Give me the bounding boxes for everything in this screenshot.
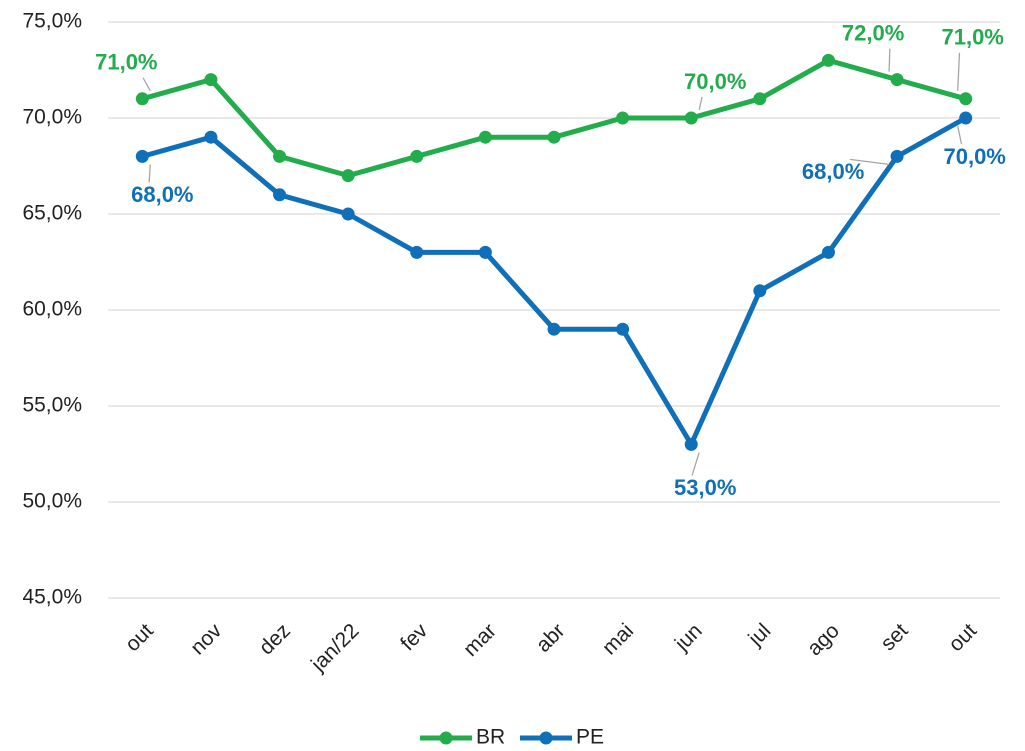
x-tick-label: ago: [803, 619, 844, 660]
x-tick-label: jun: [670, 619, 707, 656]
y-tick-label: 60,0%: [22, 298, 82, 321]
marker: [684, 111, 698, 125]
marker: [135, 92, 149, 106]
marker: [547, 322, 561, 336]
y-tick-label: 50,0%: [22, 490, 82, 513]
marker: [616, 322, 630, 336]
data-label: 68,0%: [131, 182, 193, 207]
marker: [890, 149, 904, 163]
legend-label: PE: [576, 726, 604, 749]
leader-line: [957, 52, 961, 91]
marker: [753, 284, 767, 298]
data-label: 70,0%: [943, 144, 1005, 169]
data-label: 72,0%: [842, 20, 904, 45]
marker: [684, 437, 698, 451]
legend-marker: [539, 731, 553, 745]
marker: [890, 73, 904, 87]
y-tick-label: 70,0%: [22, 106, 82, 129]
marker: [273, 149, 287, 163]
legend-marker: [439, 731, 453, 745]
leader-line: [698, 96, 703, 111]
data-label: 68,0%: [802, 159, 864, 184]
x-tick-label: set: [876, 619, 912, 655]
marker: [821, 245, 835, 259]
leader-line: [957, 125, 963, 145]
marker: [204, 130, 218, 144]
marker: [341, 207, 355, 221]
marker: [959, 92, 973, 106]
x-tick-label: dez: [255, 619, 295, 659]
leader-line: [849, 158, 890, 166]
x-tick-label: jan/22: [306, 619, 363, 676]
leader-line: [142, 77, 151, 92]
data-label: 70,0%: [684, 69, 746, 94]
x-tick-label: abr: [532, 619, 570, 657]
x-tick-label: out: [121, 619, 158, 656]
data-label: 53,0%: [674, 475, 736, 500]
marker: [410, 149, 424, 163]
x-tick-label: jul: [743, 619, 775, 651]
y-tick-label: 65,0%: [22, 202, 82, 225]
leader-line: [691, 452, 700, 476]
data-label: 71,0%: [941, 25, 1003, 50]
marker: [478, 245, 492, 259]
marker: [273, 188, 287, 202]
marker: [821, 53, 835, 67]
legend-label: BR: [476, 726, 505, 749]
x-tick-label: mai: [598, 619, 638, 659]
data-label: 71,0%: [95, 50, 157, 75]
marker: [410, 245, 424, 259]
marker: [341, 169, 355, 183]
x-tick-label: mar: [459, 619, 501, 661]
leader-line: [888, 48, 891, 72]
marker: [616, 111, 630, 125]
marker: [135, 149, 149, 163]
marker: [753, 92, 767, 106]
marker: [204, 73, 218, 87]
leader-line: [148, 164, 151, 183]
marker: [959, 111, 973, 125]
marker: [478, 130, 492, 144]
x-tick-label: fev: [396, 619, 432, 655]
marker: [547, 130, 561, 144]
y-tick-label: 55,0%: [22, 394, 82, 417]
x-tick-label: nov: [186, 619, 227, 660]
x-tick-label: out: [944, 619, 981, 656]
y-tick-label: 75,0%: [22, 10, 82, 33]
y-tick-label: 45,0%: [22, 586, 82, 609]
